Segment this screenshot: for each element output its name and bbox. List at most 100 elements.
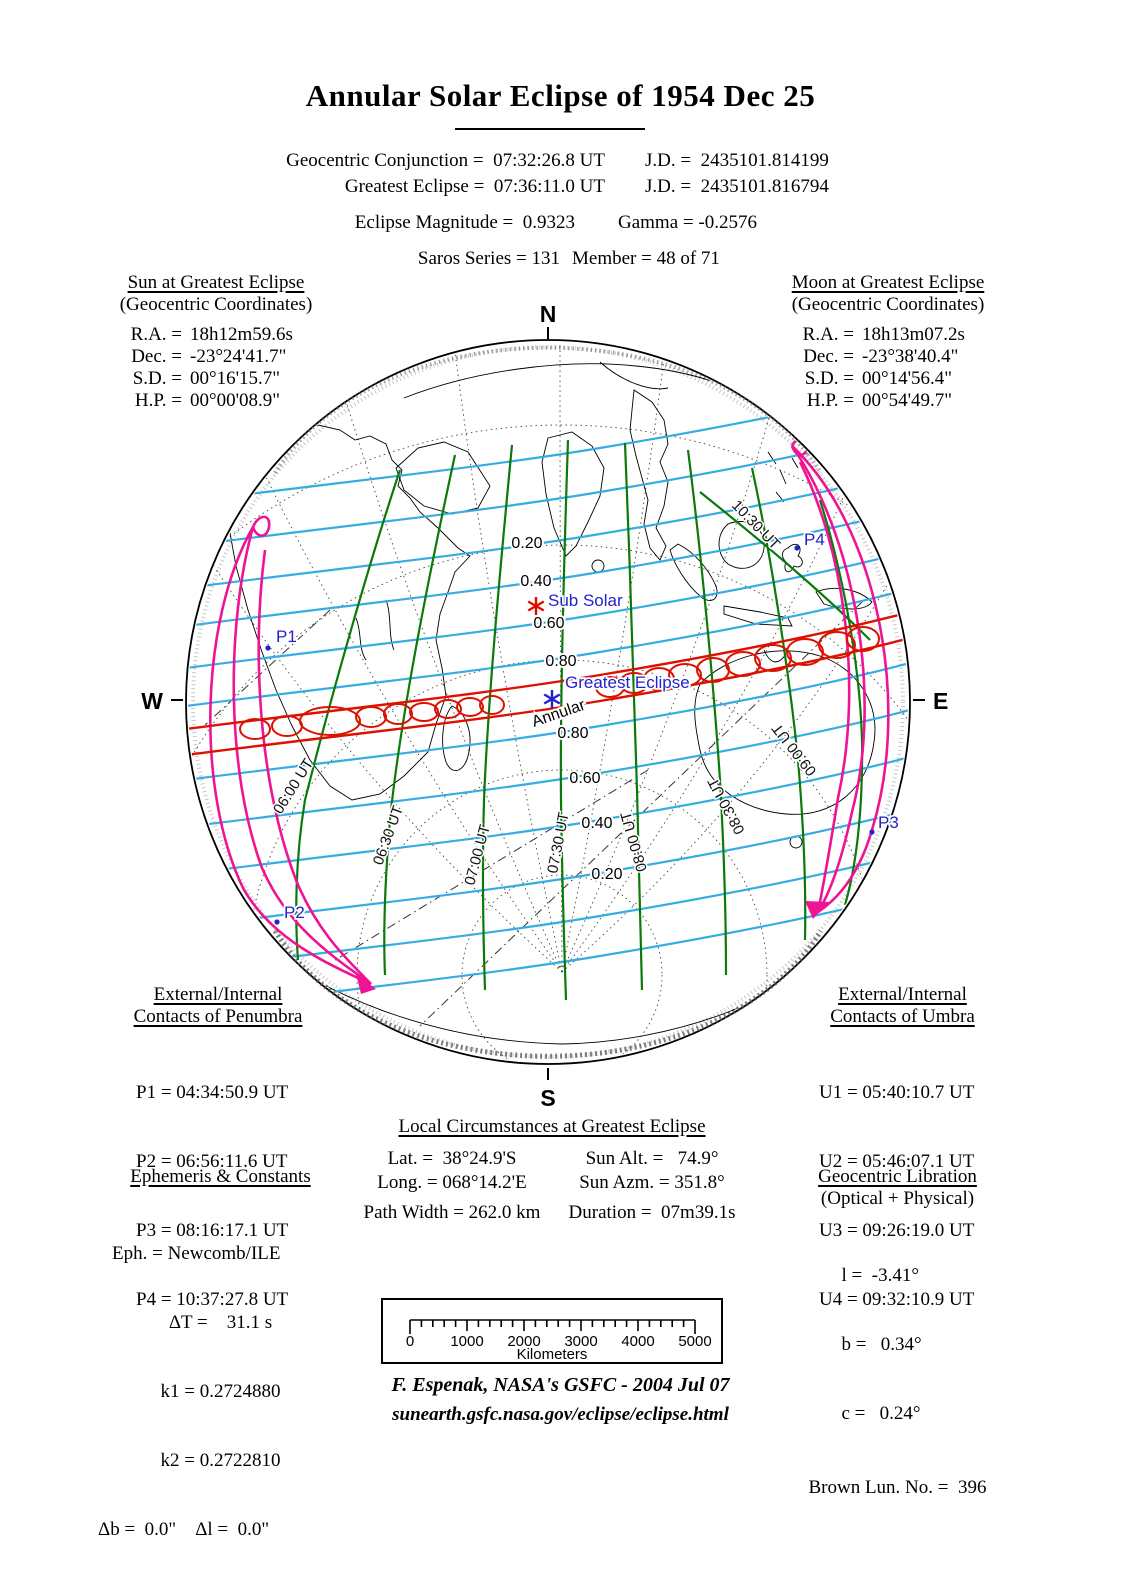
ut-label-0700: 07:00 UT	[461, 823, 493, 887]
u4-contact-time: U4 = 09:32:10.9 UT	[819, 1289, 975, 1310]
conjunction-jd: J.D. = 2435101.814199	[645, 150, 829, 171]
sun-panel-subtitle: (Geocentric Coordinates)	[119, 294, 313, 315]
sun-azimuth-value: Sun Azm. = 351.8°	[579, 1172, 725, 1193]
credit-line: F. Espenak, NASA's GSFC - 2004 Jul 07	[391, 1374, 730, 1396]
contour-label-060-upper: 0.60	[533, 615, 564, 632]
p1-label: P1	[276, 627, 297, 646]
eclipse-map: N S W E	[141, 301, 948, 1111]
contour-label-080-lower: 0.80	[557, 725, 588, 742]
p4-contact-dot	[794, 545, 800, 551]
p1-contact-time: P1 = 04:34:50.9 UT	[136, 1082, 289, 1103]
ephemeris-title: Ephemeris & Constants	[130, 1166, 311, 1187]
penumbra-contacts-panel: External/Internal Contacts of Penumbra P…	[118, 984, 318, 1357]
umbra-title-line2: Contacts of Umbra	[830, 1006, 975, 1027]
scale-bar-ruler: 0 1000 2000 3000 4000 5000 Kilometers	[406, 1319, 712, 1363]
gulf-of-carpentaria	[763, 649, 787, 663]
libration-l-value: l = -3.41°	[841, 1265, 919, 1286]
contour-label-040-lower: 0.40	[581, 815, 612, 832]
sun-sd-value: 00°16'15.7"	[190, 368, 281, 389]
penumbra-title-line1: External/Internal	[153, 984, 283, 1005]
compass-east-label: E	[933, 688, 948, 714]
contour-label-020-upper: 0.20	[511, 535, 542, 552]
greatest-eclipse-asterisk	[543, 690, 561, 708]
sri-lanka	[591, 559, 605, 573]
u2-contact-time: U2 = 05:46:07.1 UT	[819, 1151, 975, 1172]
arabia	[395, 441, 491, 515]
indochina	[629, 389, 669, 561]
borneo	[718, 521, 765, 569]
sun-panel-title: Sun at Greatest Eclipse	[127, 272, 305, 293]
moon-panel-subtitle: (Geocentric Coordinates)	[791, 294, 985, 315]
u3-contact-time: U3 = 09:26:19.0 UT	[819, 1220, 975, 1241]
sun-panel: Sun at Greatest Eclipse (Geocentric Coor…	[96, 272, 336, 412]
p3-contact-dot	[869, 829, 875, 835]
p3-label: P3	[878, 813, 899, 832]
scale-tick-1000: 1000	[450, 1333, 483, 1350]
moon-sd-value: 00°14'56.4"	[862, 368, 953, 389]
path-width-value: Path Width = 262.0 km	[363, 1202, 541, 1223]
ut-label-0800: 08:00 UT	[617, 810, 650, 874]
p2-contact-time: P2 = 06:56:11.6 UT	[136, 1151, 288, 1172]
compass-ticks	[171, 327, 925, 1080]
greatest-eclipse-time: Greatest Eclipse = 07:36:11.0 UT	[344, 176, 605, 197]
sun-altitude-value: Sun Alt. = 74.9°	[585, 1148, 719, 1169]
sun-dec-value: -23°24'41.7"	[190, 346, 287, 367]
sulawesi	[781, 543, 803, 573]
madagascar	[442, 705, 471, 771]
libration-b-value: b = 0.34°	[841, 1334, 922, 1355]
axis-dash-lines	[204, 601, 863, 1027]
scale-tick-5000: 5000	[678, 1333, 711, 1350]
blue-map-labels: Sub Solar Greatest Eclipse P1 P2 P3 P4	[265, 528, 901, 925]
eclipse-magnitude: Eclipse Magnitude = 0.9323	[354, 212, 575, 233]
delta-b-delta-l-values: Δb = 0.0" Δl = 0.0"	[98, 1519, 270, 1540]
duration-value: Duration = 07m39.1s	[568, 1202, 736, 1223]
ut-label-0600: 06:00 UT	[270, 756, 317, 817]
libration-panel: Geocentric Libration (Optical + Physical…	[795, 1166, 1000, 1499]
ut-label-0630: 06:30 UT	[370, 804, 407, 868]
moon-hp-label: H.P. =	[806, 390, 854, 411]
p4-label: P4	[804, 530, 825, 549]
source-url: sunearth.gsfc.nasa.gov/eclipse/eclipse.h…	[392, 1404, 729, 1425]
conjunction-time: Geocentric Conjunction = 07:32:26.8 UT	[286, 150, 605, 171]
greatest-eclipse-label: Greatest Eclipse	[565, 673, 690, 692]
moon-panel-title: Moon at Greatest Eclipse	[791, 272, 985, 293]
umbra-contacts-panel: External/Internal Contacts of Umbra U1 =…	[805, 984, 1000, 1357]
p2-contact-dot	[274, 919, 280, 925]
longitude-value: Long. = 068°14.2'E	[377, 1172, 527, 1193]
scale-unit-label: Kilometers	[517, 1346, 588, 1362]
penumbra-title-line2: Contacts of Penumbra	[133, 1006, 303, 1027]
title-underline	[455, 128, 645, 130]
penumbra-limits	[209, 436, 890, 994]
moon-ra-label: R.A. =	[802, 324, 854, 345]
scale-tick-4000: 4000	[621, 1333, 654, 1350]
libration-title: Geocentric Libration	[818, 1166, 977, 1187]
saros-member: Member = 48 of 71	[572, 248, 720, 269]
moon-ra-value: 18h13m07.2s	[862, 324, 965, 345]
philippines	[767, 421, 821, 503]
compass-south-label: S	[540, 1085, 555, 1111]
globe-outline	[185, 339, 911, 1065]
u1-contact-time: U1 = 05:40:10.7 UT	[819, 1082, 975, 1103]
libration-subtitle: (Optical + Physical)	[820, 1188, 975, 1209]
australia	[694, 650, 876, 815]
scale-tick-2000: 2000	[507, 1333, 540, 1350]
moon-hp-value: 00°54'49.7"	[862, 390, 953, 411]
p2-label: P2	[284, 903, 305, 922]
libration-c-value: c = 0.24°	[841, 1403, 921, 1424]
page-title: Annular Solar Eclipse of 1954 Dec 25	[305, 78, 816, 113]
compass-north-label: N	[540, 301, 557, 327]
scale-bar: 0 1000 2000 3000 4000 5000 Kilometers	[381, 1298, 723, 1364]
sub-solar-label: Sub Solar	[548, 591, 623, 610]
sun-ra-value: 18h12m59.6s	[190, 324, 293, 345]
moon-panel: Moon at Greatest Eclipse (Geocentric Coo…	[768, 272, 1008, 412]
ephemeris-source: Eph. = Newcomb/ILE	[112, 1243, 281, 1264]
p3-contact-time: P3 = 08:16:17.1 UT	[136, 1220, 289, 1241]
ruler-ticks	[409, 1319, 696, 1334]
antarctica-coast	[229, 919, 873, 1045]
k1-value: k1 = 0.2724880	[160, 1381, 281, 1402]
sub-solar-asterisk	[527, 597, 545, 615]
p4-contact-time: P4 = 10:37:27.8 UT	[136, 1289, 289, 1310]
annular-path	[188, 610, 908, 757]
africa-lakes	[355, 599, 395, 661]
umbra-title-line1: External/Internal	[838, 984, 967, 1005]
